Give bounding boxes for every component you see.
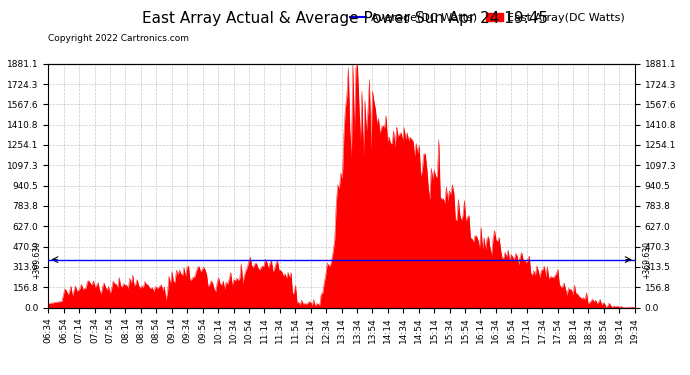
Legend: Average(DC Watts), East Array(DC Watts): Average(DC Watts), East Array(DC Watts) <box>346 8 629 27</box>
Text: Copyright 2022 Cartronics.com: Copyright 2022 Cartronics.com <box>48 34 189 43</box>
Text: +369.630: +369.630 <box>642 241 651 279</box>
Text: East Array Actual & Average Power Sun Apr 24 19:45: East Array Actual & Average Power Sun Ap… <box>142 11 548 26</box>
Text: +369.630: +369.630 <box>32 241 41 279</box>
